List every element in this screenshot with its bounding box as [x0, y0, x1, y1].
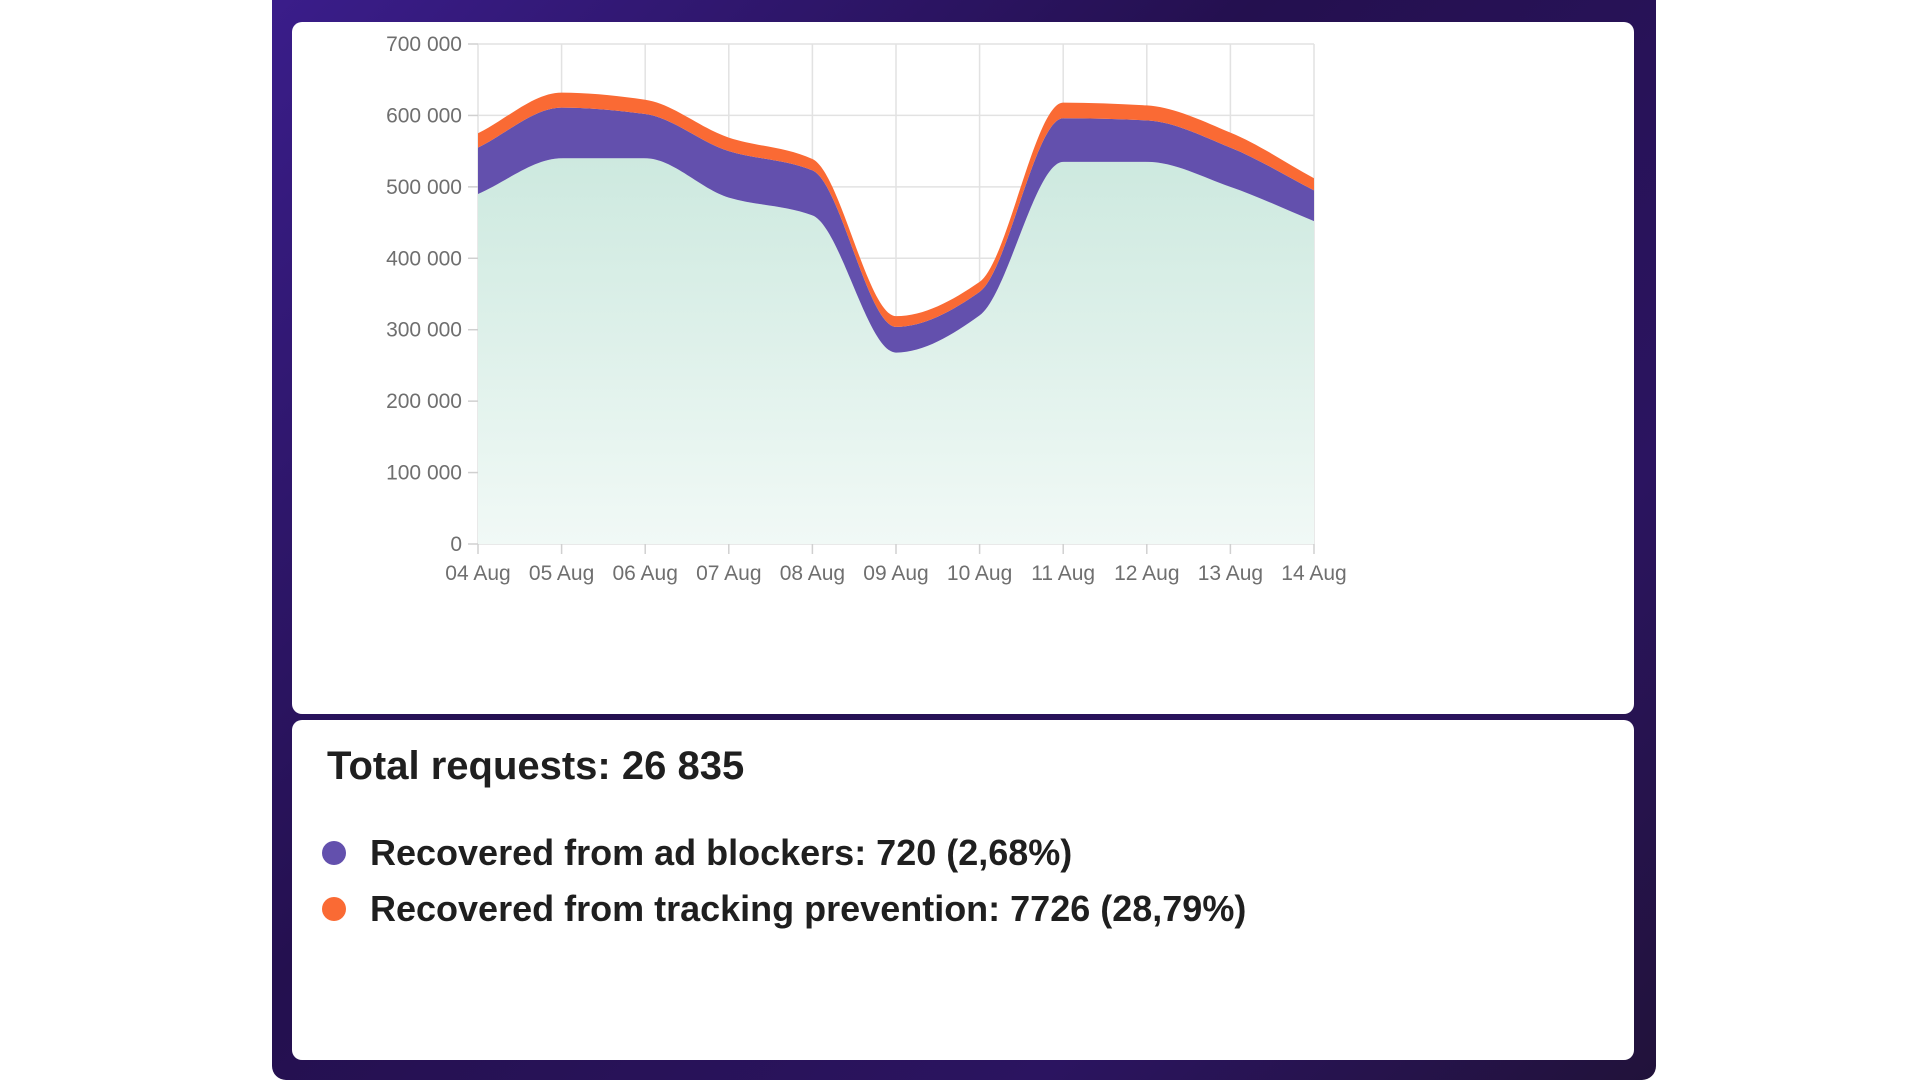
y-tick-label: 200 000	[386, 390, 462, 413]
total-requests: Total requests: 26 835	[327, 744, 745, 788]
legend-label-tracking-prevention: Recovered from tracking prevention: 7726…	[370, 888, 1247, 929]
requests-area-chart: 0 100 000 200 000 300 000 400 000 500 000 600 …	[386, 33, 1347, 585]
x-tick-label: 09 Aug	[863, 562, 928, 585]
x-tick-label: 10 Aug	[947, 562, 1012, 585]
x-tick-label: 12 Aug	[1114, 562, 1179, 585]
y-tick-label: 500 000	[386, 176, 462, 199]
x-tick-label: 11 Aug	[1031, 562, 1095, 585]
chart-card: 0 100 000 200 000 300 000 400 000 500 000 600 …	[292, 22, 1634, 714]
y-tick-label: 400 000	[386, 247, 462, 270]
y-tick-label: 100 000	[386, 462, 462, 485]
area-total-requests	[478, 158, 1314, 545]
legend-item-tracking-prevention: Recovered from tracking prevention: 7726…	[322, 881, 1246, 937]
legend-item-ad-blockers: Recovered from ad blockers: 720 (2,68%)	[322, 825, 1246, 881]
y-tick-label: 600 000	[386, 104, 462, 127]
legend-dot-ad-blockers	[322, 841, 346, 865]
x-tick-label: 04 Aug	[445, 562, 510, 585]
y-tick-label: 0	[450, 533, 462, 556]
legend-label-ad-blockers: Recovered from ad blockers: 720 (2,68%)	[370, 832, 1073, 873]
area-ad-blockers	[478, 107, 1314, 353]
x-tick-label: 06 Aug	[612, 562, 677, 585]
x-tick-label: 05 Aug	[529, 562, 594, 585]
y-tick-label: 300 000	[386, 319, 462, 342]
background-frame: 0 100 000 200 000 300 000 400 000 500 000 600 …	[272, 0, 1656, 1080]
stats-card: Total requests: 26 835 Recovered from ad…	[292, 720, 1634, 1060]
x-tick-label: 13 Aug	[1198, 562, 1263, 585]
legend-dot-tracking-prevention	[322, 897, 346, 921]
x-tick-label: 14 Aug	[1281, 562, 1346, 585]
legend: Recovered from ad blockers: 720 (2,68%) …	[322, 825, 1246, 937]
x-tick-label: 07 Aug	[696, 562, 761, 585]
y-tick-label: 700 000	[386, 33, 462, 56]
x-tick-label: 08 Aug	[780, 562, 845, 585]
